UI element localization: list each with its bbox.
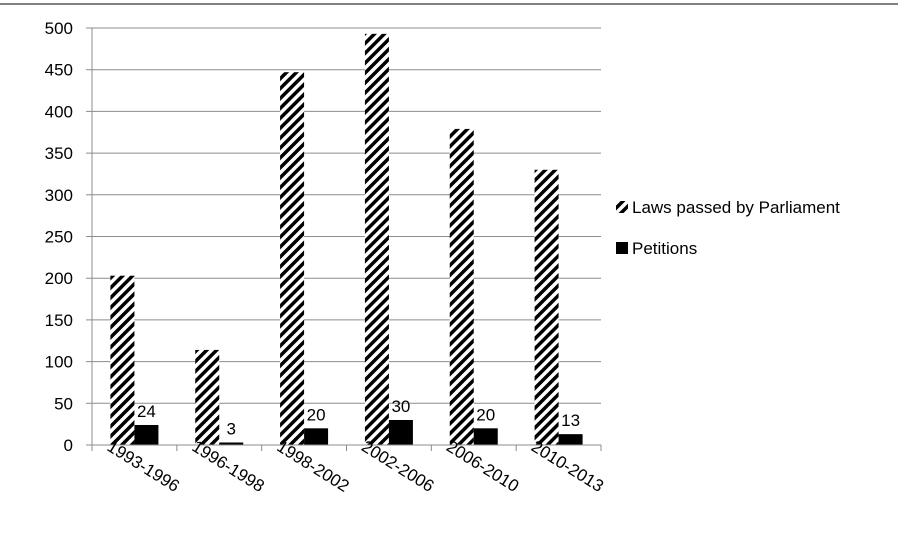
legend: Laws passed by Parliament Petitions xyxy=(616,198,840,258)
y-tick-label: 250 xyxy=(45,228,73,247)
y-tick-label: 50 xyxy=(54,394,73,413)
legend-swatch-petitions xyxy=(616,242,628,254)
data-label-petitions: 20 xyxy=(307,405,326,424)
y-tick-label: 350 xyxy=(45,144,73,163)
y-tick-label: 300 xyxy=(45,186,73,205)
data-label-petitions: 3 xyxy=(227,419,236,438)
x-tick-label: 1993-1996 xyxy=(104,437,183,496)
bar-petitions xyxy=(304,428,329,445)
x-tick-labels: 1993-1996 1996-1998 1998-2002 2002-2006 2006… xyxy=(104,437,607,496)
gridlines xyxy=(92,27,601,404)
bar-petitions xyxy=(219,442,244,445)
x-tick-label: 2002-2006 xyxy=(358,437,437,496)
bar-petitions xyxy=(388,419,413,445)
y-tick-label: 0 xyxy=(64,436,73,455)
bars xyxy=(110,33,583,446)
data-labels: 24 3 20 30 20 13 xyxy=(137,397,580,439)
y-tick-label: 150 xyxy=(45,311,73,330)
y-tick-label: 100 xyxy=(45,353,73,372)
data-label-petitions: 30 xyxy=(391,397,410,416)
y-tick-labels: 0 50 100 150 200 250 300 350 400 450 500 xyxy=(45,19,73,455)
data-label-petitions: 20 xyxy=(476,405,495,424)
bar-petitions xyxy=(134,424,159,445)
y-tick-label: 400 xyxy=(45,102,73,121)
bar-laws xyxy=(364,33,389,445)
legend-label-petitions: Petitions xyxy=(632,239,697,258)
legend-label-laws: Laws passed by Parliament xyxy=(632,198,840,217)
y-tick-label: 200 xyxy=(45,269,73,288)
bar-laws xyxy=(195,349,220,445)
bar-petitions xyxy=(473,428,498,445)
legend-swatch-laws xyxy=(616,201,628,213)
bar-laws xyxy=(110,275,135,445)
bar-laws xyxy=(280,72,305,446)
bar-laws xyxy=(449,128,474,445)
bar-laws xyxy=(534,169,559,445)
y-tick-label: 450 xyxy=(45,61,73,80)
y-tick-label: 500 xyxy=(45,19,73,38)
data-label-petitions: 24 xyxy=(137,402,156,421)
axes xyxy=(86,27,602,451)
x-tick-label: 2010-2013 xyxy=(528,437,607,496)
x-tick-label: 1996-1998 xyxy=(189,437,268,496)
data-label-petitions: 13 xyxy=(561,411,580,430)
x-tick-label: 1998-2002 xyxy=(273,437,352,496)
x-tick-label: 2006-2010 xyxy=(443,437,522,496)
bar-petitions xyxy=(558,434,583,445)
